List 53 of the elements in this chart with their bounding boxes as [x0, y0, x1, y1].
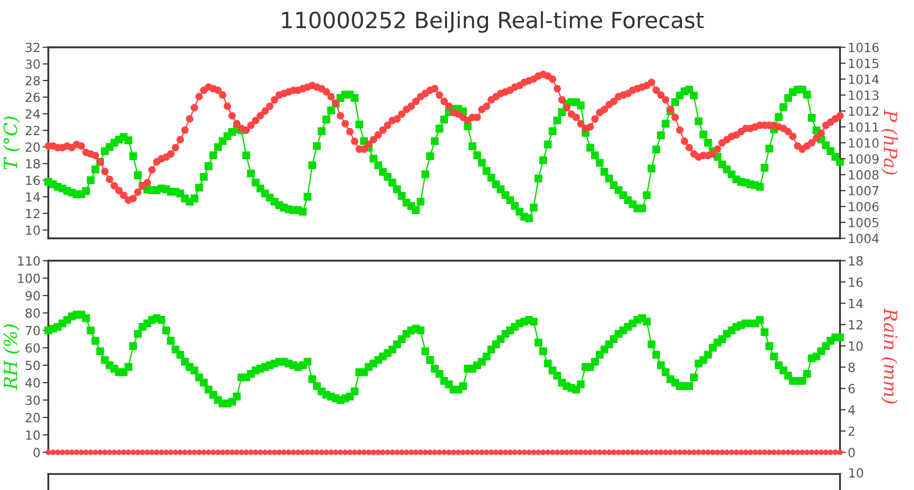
y-axis-title: RH (%)	[3, 324, 20, 390]
y2-tick-label: 18	[849, 256, 863, 266]
y-tick-label: 50	[26, 360, 40, 370]
y2-tick-label: 1012	[849, 106, 878, 116]
y-tick-label: 28	[26, 76, 40, 86]
y-tick-label: 90	[26, 291, 40, 300]
y2-axis-title: P (hPa)	[881, 110, 898, 175]
text: 10	[849, 468, 864, 478]
y2-tick-label: 1006	[849, 202, 879, 212]
chart-title: 110000252 BeiJing Real-time Forecast	[282, 11, 704, 33]
y-tick-label: 14	[26, 192, 40, 202]
y2-tick-label: 1010	[849, 138, 879, 148]
y-tick-label: 80	[26, 308, 40, 318]
y2-tick-label: 1007	[849, 186, 878, 196]
y2-tick-label: 14	[849, 298, 863, 308]
y2-tick-label: 0	[848, 448, 855, 458]
y-tick-label: 40	[25, 378, 40, 388]
y-tick-label: 16	[26, 176, 40, 186]
y2-axis-title: Rain (mm)	[881, 308, 898, 404]
y2-tick-label: 1011	[849, 122, 878, 132]
y2-tick-label: 2	[848, 426, 854, 436]
y2-tick-label: 10	[849, 341, 863, 351]
y-tick-label: 12	[26, 208, 40, 218]
y-tick-label: 18	[26, 159, 40, 168]
y-tick-label: 10	[26, 225, 40, 235]
y2-tick-label: 4	[848, 405, 855, 414]
y2-tick-label: 1005	[849, 218, 878, 228]
y2-tick-label: 6	[848, 384, 855, 394]
y-tick-label: 0	[34, 448, 40, 458]
y-tick-label: 26	[26, 92, 40, 102]
y-tick-label: 100	[18, 274, 40, 284]
y-axis-title: T (°C)	[3, 116, 20, 170]
y2-tick-label: 1014	[849, 74, 879, 84]
y-tick-label: 30	[26, 59, 40, 69]
y2-tick-label: 1015	[849, 58, 878, 68]
y-tick-label: 22	[26, 126, 40, 136]
y2-tick-label: 12	[849, 320, 862, 330]
y-tick-label: 24	[26, 109, 40, 118]
y-tick-label: 110	[18, 256, 40, 266]
y-tick-label: 10	[26, 430, 40, 440]
y2-tick-label: 1009	[849, 154, 879, 164]
y-tick-label: 20	[26, 412, 40, 422]
y-tick-label: 60	[26, 343, 40, 353]
y-tick-label: 20	[26, 142, 40, 152]
y-tick-label: 30	[26, 396, 40, 405]
y2-tick-label: 1013	[849, 90, 878, 100]
y2-tick-label: 16	[849, 277, 863, 287]
y-tick-label: 70	[26, 326, 40, 336]
y2-tick-label: 1008	[849, 170, 879, 180]
y2-tick-label: 1004	[849, 234, 879, 244]
y-tick-label: 32	[26, 42, 40, 52]
y2-tick-label: 8	[848, 362, 855, 372]
y2-tick-label: 1016	[849, 42, 879, 52]
